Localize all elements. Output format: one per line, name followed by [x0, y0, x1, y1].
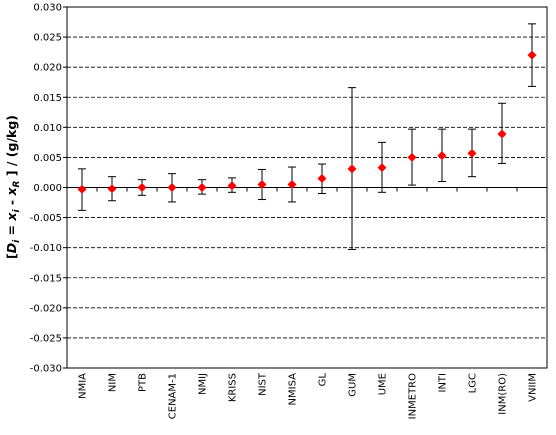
y-tick-label: 0.020: [33, 63, 62, 74]
data-point: [287, 179, 297, 189]
x-tick-label: UME: [378, 373, 389, 395]
y-axis-label: [Di = xi - xR ] / (g/kg): [4, 115, 22, 259]
x-tick-label: NIM: [108, 373, 119, 392]
x-tick-label: NIST: [258, 372, 269, 396]
y-tick-label: 0.015: [33, 93, 62, 104]
y-tick-label: -0.025: [30, 333, 62, 344]
data-points: [77, 50, 537, 194]
x-tick-label: NMIJ: [198, 373, 209, 395]
x-tick-label: NMISA: [288, 373, 299, 406]
ylabel-eq: =: [4, 221, 19, 240]
data-point: [227, 181, 237, 191]
x-tick-label: GL: [318, 373, 329, 387]
data-point: [407, 152, 417, 162]
x-tick-label: INM(RO): [498, 373, 509, 415]
ylabel-x2: x: [4, 187, 19, 197]
axes: [63, 6, 548, 369]
y-tick-label: -0.005: [30, 213, 62, 224]
ylabel-sub-i1: i: [12, 239, 22, 243]
x-tick-label: INMETRO: [408, 373, 419, 419]
y-tick-label: -0.015: [30, 273, 62, 284]
y-tick-label: 0.005: [33, 153, 62, 164]
data-point: [197, 183, 207, 192]
y-tick-label: 0.010: [33, 123, 62, 134]
data-point: [257, 179, 267, 189]
x-tick-labels: NMIA NIM PTB CENAM-1 NMIJ KRISS NIST NMISA GL GUM…: [78, 372, 539, 419]
x-tick-label: GUM: [348, 373, 359, 397]
ylabel-open: [: [4, 253, 19, 259]
y-tick-labels: 0.030 0.025 0.020 0.015 0.010 0.005 0.000 -0.00…: [30, 3, 62, 375]
data-point: [527, 50, 537, 60]
data-point: [317, 173, 327, 183]
ylabel-sub-i2: i: [12, 209, 22, 213]
x-tick-label: VNIIM: [528, 373, 539, 402]
data-point: [137, 183, 147, 192]
x-tick-label: INTI: [438, 373, 449, 393]
data-point: [107, 184, 117, 194]
data-point: [467, 148, 477, 158]
data-point: [377, 163, 387, 173]
data-point: [347, 164, 357, 174]
data-point: [167, 183, 177, 192]
y-tick-label: 0.025: [33, 33, 62, 44]
ylabel-d: D: [4, 243, 19, 253]
x-tick-label: CENAM-1: [168, 373, 179, 419]
ylabel-close: ] / (g/kg): [4, 115, 19, 181]
ylabel-minus: -: [4, 196, 19, 210]
y-tick-label: 0.030: [33, 3, 62, 14]
grid-lines: [67, 6, 547, 369]
y-tick-label: -0.020: [30, 303, 62, 314]
x-tick-label: KRISS: [228, 373, 239, 402]
data-point: [77, 184, 87, 194]
y-tick-label: 0.000: [33, 183, 62, 194]
x-tick-label: LGC: [468, 373, 479, 393]
ylabel-x1: x: [4, 212, 19, 222]
x-tick-label: PTB: [138, 373, 149, 392]
data-point: [497, 129, 507, 139]
x-tick-label: NMIA: [78, 373, 89, 399]
y-tick-label: -0.010: [30, 243, 62, 254]
data-point: [437, 151, 447, 161]
ylabel-sub-r: R: [12, 180, 22, 187]
y-tick-label: -0.030: [30, 364, 62, 375]
